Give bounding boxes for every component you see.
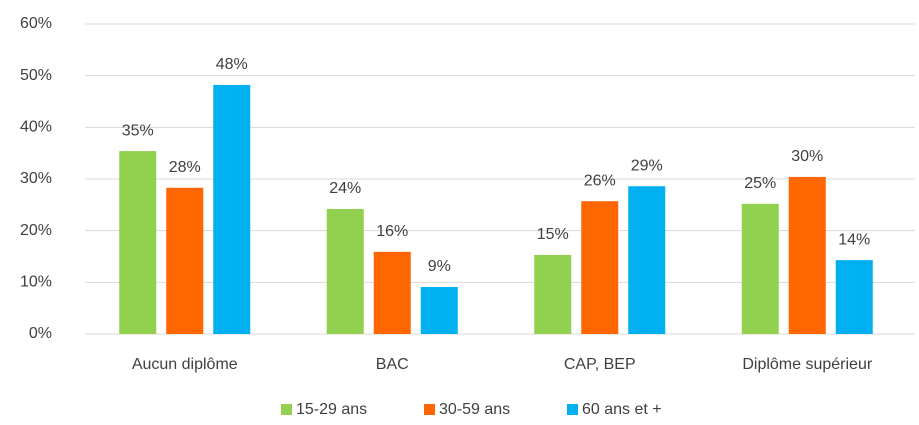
value-label: 30% [791,148,823,165]
bar [213,84,251,334]
value-label: 15% [537,226,569,243]
bar [534,254,572,334]
bar [788,176,826,334]
bar [835,260,873,334]
x-tick-label: Aucun diplôme [132,356,238,373]
y-tick-label: 50% [20,67,52,84]
value-label: 26% [584,172,616,189]
value-label: 14% [838,231,870,248]
bar [581,201,619,334]
legend-swatch [567,404,578,415]
bar [119,151,157,334]
x-tick-label: CAP, BEP [564,356,636,373]
bar [628,186,666,334]
bar [741,203,779,334]
bar [373,251,411,334]
x-tick-label: BAC [376,356,409,373]
y-tick-label: 0% [29,325,52,342]
value-label: 29% [631,157,663,174]
y-tick-label: 10% [20,274,52,291]
value-label: 9% [428,258,451,275]
bar [420,286,458,334]
y-tick-label: 60% [20,15,52,32]
value-label: 48% [216,56,248,73]
bar [326,208,364,334]
legend-swatch [281,404,292,415]
legend-label: 30-59 ans [439,401,510,418]
value-label: 24% [329,180,361,197]
legend-label: 15-29 ans [296,401,367,418]
y-tick-label: 40% [20,119,52,136]
value-label: 16% [376,223,408,240]
value-label: 35% [122,122,154,139]
y-tick-label: 30% [20,170,52,187]
legend-swatch [424,404,435,415]
legend-label: 60 ans et + [582,401,662,418]
x-tick-label: Diplôme supérieur [742,356,873,373]
y-tick-label: 20% [20,222,52,239]
value-label: 25% [744,175,776,192]
value-label: 28% [169,159,201,176]
bar [166,187,204,334]
